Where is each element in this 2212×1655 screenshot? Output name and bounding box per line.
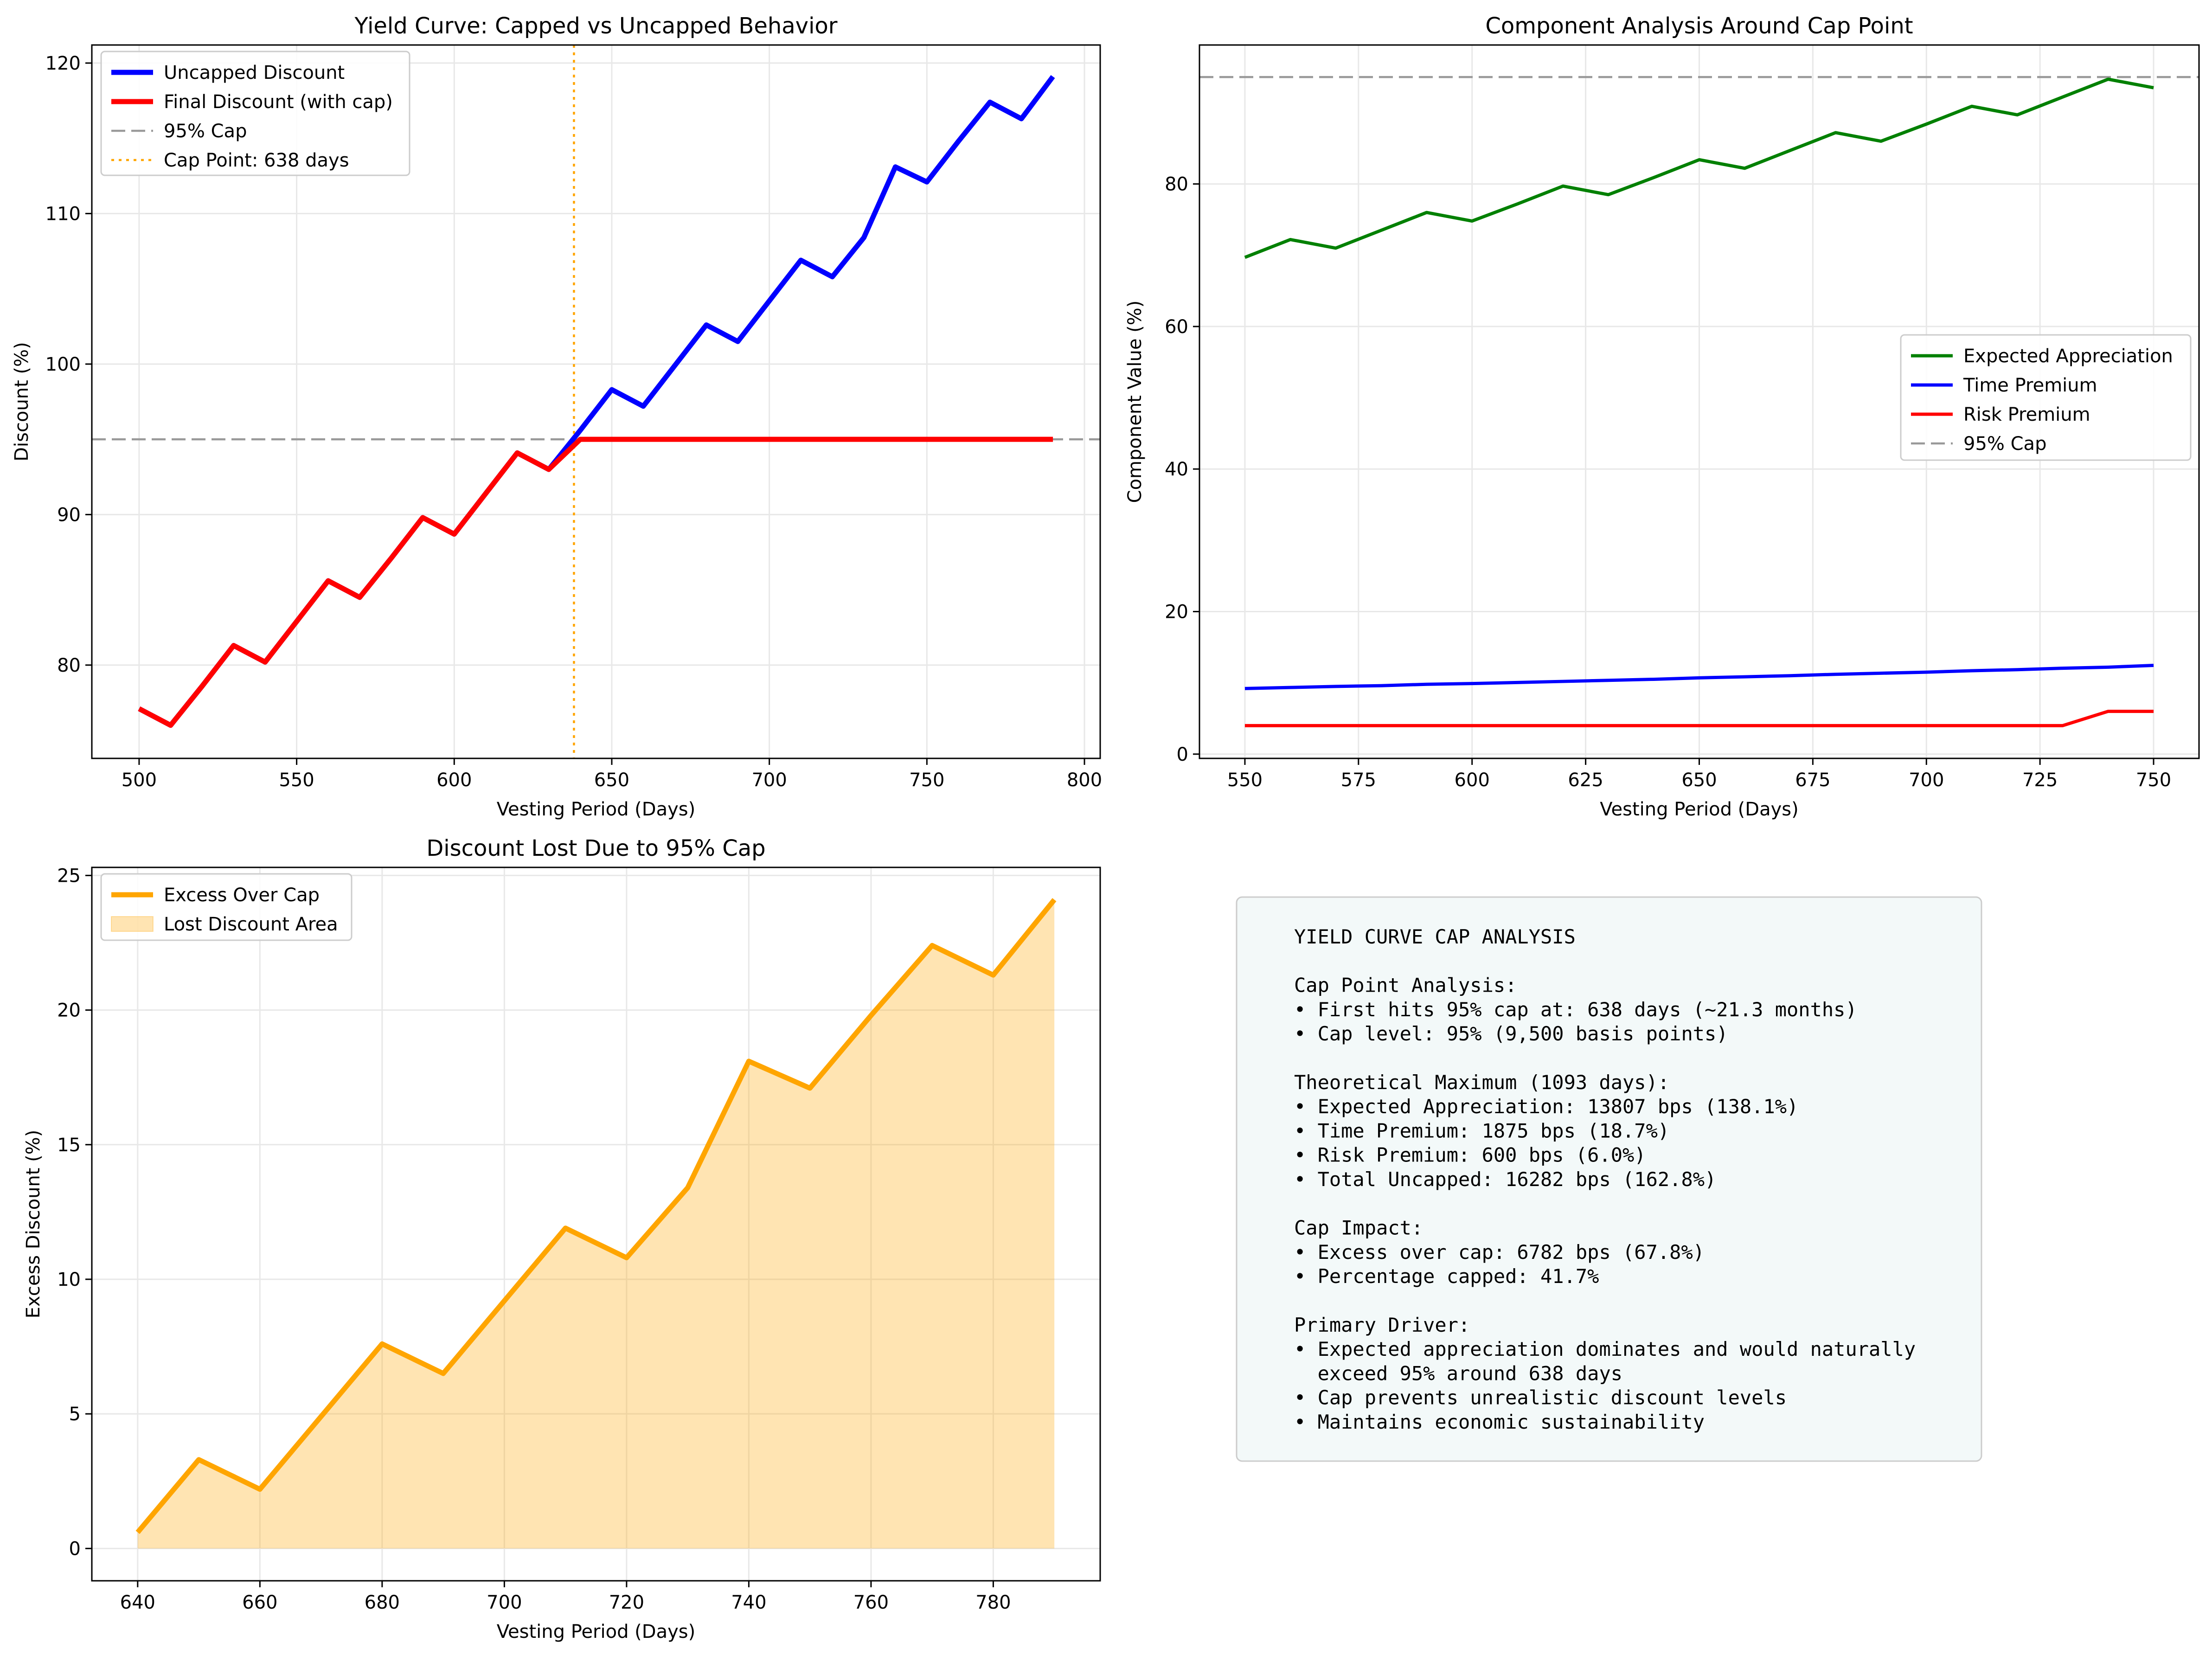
series-line-2 <box>1244 710 2154 727</box>
summary-line: • Excess over cap: 6782 bps (67.8%) <box>1294 1241 1705 1264</box>
chart-title: Discount Lost Due to 95% Cap <box>426 835 765 861</box>
x-tick-label: 700 <box>751 770 787 791</box>
plot-frame <box>91 866 1101 1582</box>
legend-box <box>100 873 353 941</box>
lost-discount-area <box>137 899 1055 1549</box>
x-tick-label: 750 <box>909 770 944 791</box>
summary-line: • Risk Premium: 600 bps (6.0%) <box>1294 1144 1646 1167</box>
x-tick-label: 640 <box>120 1592 155 1613</box>
summary-line: • Time Premium: 1875 bps (18.7%) <box>1294 1119 1669 1142</box>
x-tick-label: 600 <box>1455 770 1490 791</box>
x-tick-label: 575 <box>1341 770 1376 791</box>
y-axis-label: Component Value (%) <box>1124 301 1146 503</box>
x-tick-label: 650 <box>594 770 629 791</box>
y-tick-label: 80 <box>1165 174 1188 195</box>
series-line-1 <box>1244 663 2154 690</box>
y-tick-label: 20 <box>57 1000 81 1021</box>
plot-frame <box>91 44 1101 759</box>
y-tick-label: 25 <box>57 865 81 886</box>
summary-line: • Expected appreciation dominates and wo… <box>1294 1338 1916 1360</box>
x-tick-label: 720 <box>609 1592 644 1613</box>
component-analysis-panel: 550 575 600 625 650 675 700 725 750 0 20 40 60 80 Comp… <box>1124 13 2200 820</box>
legend-box <box>1900 334 2192 461</box>
legend-label: 95% Cap <box>164 121 247 142</box>
legend-swatch <box>111 916 154 932</box>
legend-label: Uncapped Discount <box>164 62 345 83</box>
summary-line: • Cap prevents unrealistic discount leve… <box>1294 1386 1787 1409</box>
summary-line: Theoretical Maximum (1093 days): <box>1294 1071 1669 1094</box>
y-tick-label: 0 <box>1177 744 1188 765</box>
summary-line: Cap Point Analysis: <box>1294 974 1517 997</box>
legend-label: 95% Cap <box>1963 433 2046 455</box>
x-tick-label: 700 <box>487 1592 522 1613</box>
x-tick-label: 800 <box>1067 770 1102 791</box>
series-line-0 <box>1244 77 2154 259</box>
x-tick-label: 650 <box>1681 770 1717 791</box>
x-tick-label: 700 <box>1909 770 1944 791</box>
y-axis-label: Excess Discount (%) <box>23 1130 44 1319</box>
discount-lost-panel: 640 660 680 700 720 740 760 780 0 5 10 15 20 25 Discou… <box>23 835 1101 1642</box>
summary-line: • Expected Appreciation: 13807 bps (138.… <box>1294 1095 1798 1118</box>
summary-line: YIELD CURVE CAP ANALYSIS <box>1294 925 1576 948</box>
summary-line: Primary Driver: <box>1294 1314 1470 1336</box>
legend-label: Excess Over Cap <box>164 885 320 906</box>
y-tick-label: 60 <box>1165 316 1188 338</box>
legend-label: Cap Point: 638 days <box>164 150 349 171</box>
y-tick-label: 10 <box>57 1269 81 1290</box>
legend-label: Time Premium <box>1963 375 2097 396</box>
y-tick-label: 0 <box>69 1538 81 1559</box>
summary-line: exceed 95% around 638 days <box>1294 1362 1622 1385</box>
y-tick-label: 110 <box>45 203 81 225</box>
yield-curve-panel: 500 550 600 650 700 750 800 80 90 100 110 120 Yield … <box>11 13 1102 820</box>
x-tick-label: 550 <box>1227 770 1263 791</box>
x-tick-label: 625 <box>1568 770 1603 791</box>
x-axis-label: Vesting Period (Days) <box>1600 799 1798 820</box>
legend-label: Risk Premium <box>1963 404 2090 425</box>
summary-line: • Cap level: 95% (9,500 basis points) <box>1294 1022 1728 1045</box>
summary-line: • Percentage capped: 41.7% <box>1294 1265 1599 1288</box>
series-line-1 <box>138 436 1053 728</box>
chart-title: Yield Curve: Capped vs Uncapped Behavior <box>354 13 837 39</box>
x-tick-label: 725 <box>2022 770 2058 791</box>
y-tick-label: 80 <box>57 655 81 676</box>
x-tick-label: 550 <box>279 770 314 791</box>
x-tick-label: 780 <box>975 1592 1011 1613</box>
y-tick-label: 120 <box>45 53 81 74</box>
summary-line: Cap Impact: <box>1294 1217 1423 1239</box>
legend-label: Final Discount (with cap) <box>164 91 393 113</box>
y-tick-label: 5 <box>69 1404 81 1425</box>
x-tick-label: 680 <box>365 1592 400 1613</box>
chart-title: Component Analysis Around Cap Point <box>1485 13 1913 39</box>
y-tick-label: 20 <box>1165 601 1188 622</box>
summary-text-box: YIELD CURVE CAP ANALYSIS Cap Point Analys… <box>1236 896 1982 1462</box>
x-tick-label: 675 <box>1795 770 1830 791</box>
legend-box <box>100 51 410 176</box>
x-tick-label: 760 <box>853 1592 889 1613</box>
x-tick-label: 740 <box>731 1592 766 1613</box>
summary-line: • Total Uncapped: 16282 bps (162.8%) <box>1294 1168 1716 1191</box>
x-axis-label: Vesting Period (Days) <box>497 1621 695 1642</box>
x-axis-label: Vesting Period (Days) <box>497 799 695 820</box>
y-tick-label: 100 <box>45 354 81 375</box>
x-tick-label: 500 <box>122 770 157 791</box>
x-tick-label: 660 <box>242 1592 277 1613</box>
series-line-0 <box>135 898 1057 1534</box>
y-tick-label: 40 <box>1165 459 1188 480</box>
x-tick-label: 600 <box>436 770 472 791</box>
summary-line: • Maintains economic sustainability <box>1294 1411 1705 1433</box>
summary-line: • First hits 95% cap at: 638 days (~21.3… <box>1294 998 1857 1021</box>
y-tick-label: 15 <box>57 1135 81 1156</box>
summary-background <box>1236 896 1982 1462</box>
y-axis-label: Discount (%) <box>11 342 32 462</box>
x-tick-label: 750 <box>2136 770 2171 791</box>
y-tick-label: 90 <box>57 504 81 526</box>
legend-label: Expected Appreciation <box>1963 346 2173 367</box>
legend-label: Lost Discount Area <box>164 914 338 935</box>
